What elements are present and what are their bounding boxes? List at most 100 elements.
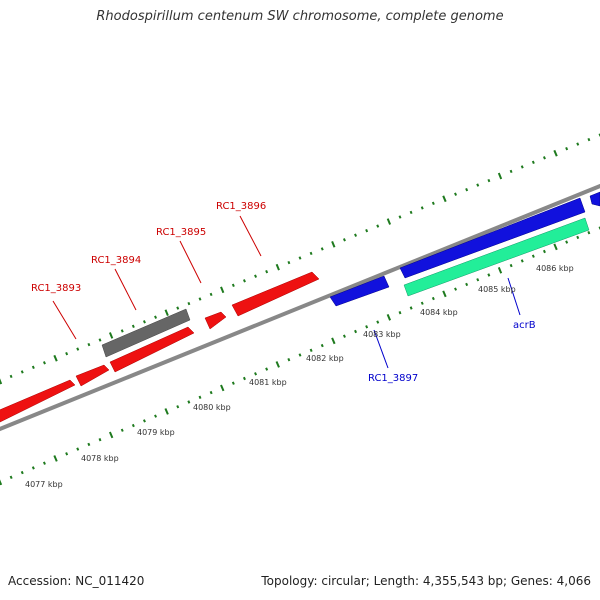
- minor-tick: [354, 233, 358, 237]
- leader-RC1_3893: [52, 300, 77, 340]
- major-tick: [275, 361, 280, 368]
- minor-tick: [254, 274, 258, 278]
- minor-tick: [309, 251, 313, 256]
- minor-tick: [476, 183, 480, 187]
- major-tick: [164, 408, 169, 415]
- scale-label-4079: 4079 kbp: [137, 428, 175, 437]
- minor-tick: [76, 447, 80, 451]
- gene-arrow-RC1_3897[interactable]: [329, 275, 390, 307]
- minor-tick: [287, 358, 291, 362]
- minor-tick: [120, 428, 124, 432]
- minor-tick: [87, 442, 91, 447]
- gene-arrow-gray[interactable]: [101, 308, 191, 358]
- minor-tick: [365, 325, 369, 329]
- gene-label-RC1_3895[interactable]: RC1_3895: [156, 227, 206, 238]
- minor-tick: [42, 461, 46, 465]
- minor-tick: [198, 395, 202, 399]
- major-tick: [53, 354, 58, 362]
- minor-tick: [376, 224, 380, 228]
- minor-tick: [320, 247, 324, 251]
- ticks-upper-track: [0, 133, 600, 385]
- minor-tick: [131, 423, 135, 428]
- gene-arrow-RC1_3896[interactable]: [231, 271, 320, 317]
- major-tick: [386, 218, 392, 225]
- minor-tick: [576, 235, 580, 240]
- minor-tick: [142, 320, 146, 324]
- minor-tick: [31, 466, 35, 470]
- minor-tick: [398, 215, 402, 219]
- gene-arrow-next[interactable]: [589, 191, 600, 207]
- minor-tick: [187, 301, 191, 306]
- minor-tick: [587, 231, 591, 235]
- minor-tick: [420, 206, 424, 210]
- scale-label-4086: 4086 kbp: [536, 264, 574, 273]
- minor-tick: [76, 347, 80, 351]
- major-tick: [275, 263, 280, 271]
- gene-label-RC1_3893[interactable]: RC1_3893: [31, 283, 81, 294]
- major-tick: [0, 479, 3, 486]
- minor-tick: [42, 361, 46, 365]
- minor-tick: [65, 452, 69, 456]
- minor-tick: [176, 306, 180, 310]
- gene-arrow-RC1_3892[interactable]: [0, 379, 76, 427]
- gene-label-RC1_3897[interactable]: RC1_3897: [368, 373, 418, 384]
- leader-RC1_3897: [373, 329, 389, 369]
- major-tick: [164, 309, 169, 316]
- minor-tick: [320, 343, 324, 348]
- minor-tick: [120, 329, 124, 333]
- minor-tick: [298, 256, 302, 260]
- gene-label-acrB[interactable]: acrB: [513, 320, 536, 331]
- minor-tick: [265, 367, 269, 371]
- gene-label-RC1_3896[interactable]: RC1_3896: [216, 201, 266, 212]
- minor-tick: [198, 297, 202, 301]
- minor-tick: [142, 419, 146, 423]
- minor-tick: [9, 374, 13, 379]
- minor-tick: [454, 287, 458, 291]
- minor-tick: [565, 240, 569, 244]
- gene-arrow-RC1_3894[interactable]: [109, 326, 195, 373]
- minor-tick: [487, 178, 491, 183]
- gene-arrow-RC1_3895[interactable]: [204, 311, 227, 330]
- gene-arrow-acrB[interactable]: [403, 217, 590, 297]
- gene-arrow-RC1_3893[interactable]: [75, 364, 110, 387]
- minor-tick: [454, 192, 458, 196]
- minor-tick: [509, 263, 513, 268]
- backbone-line: [0, 183, 600, 432]
- minor-tick: [131, 324, 135, 328]
- scale-label-4081: 4081 kbp: [249, 378, 287, 387]
- minor-tick: [231, 381, 235, 385]
- gene-label-RC1_3894[interactable]: RC1_3894: [91, 255, 141, 266]
- minor-tick: [409, 306, 413, 310]
- minor-tick: [342, 238, 346, 242]
- minor-tick: [154, 414, 158, 418]
- major-tick: [497, 172, 503, 180]
- minor-tick: [365, 229, 369, 233]
- major-tick: [497, 267, 503, 274]
- major-tick: [553, 149, 558, 157]
- minor-tick: [154, 315, 158, 319]
- minor-tick: [576, 142, 580, 146]
- minor-tick: [265, 270, 269, 274]
- major-tick: [442, 195, 447, 203]
- map-title: Rhodospirillum centenum SW chromosome, c…: [96, 9, 504, 24]
- scale-label-4077: 4077 kbp: [25, 480, 63, 489]
- minor-tick: [187, 400, 191, 404]
- minor-tick: [476, 278, 480, 282]
- minor-tick: [531, 160, 535, 164]
- minor-tick: [98, 438, 102, 442]
- minor-tick: [431, 296, 435, 301]
- leader-acrB: [507, 277, 521, 316]
- minor-tick: [87, 342, 91, 347]
- leader-RC1_3896: [239, 215, 262, 257]
- major-tick: [108, 332, 114, 339]
- minor-tick: [487, 273, 491, 277]
- minor-tick: [209, 292, 213, 297]
- minor-tick: [231, 283, 235, 287]
- minor-tick: [298, 353, 302, 357]
- major-tick: [553, 243, 558, 251]
- gene-arrow-acrR[interactable]: [399, 197, 586, 279]
- minor-tick: [176, 405, 180, 409]
- leader-RC1_3895: [179, 240, 202, 284]
- minor-tick: [520, 165, 524, 169]
- minor-tick: [342, 334, 346, 338]
